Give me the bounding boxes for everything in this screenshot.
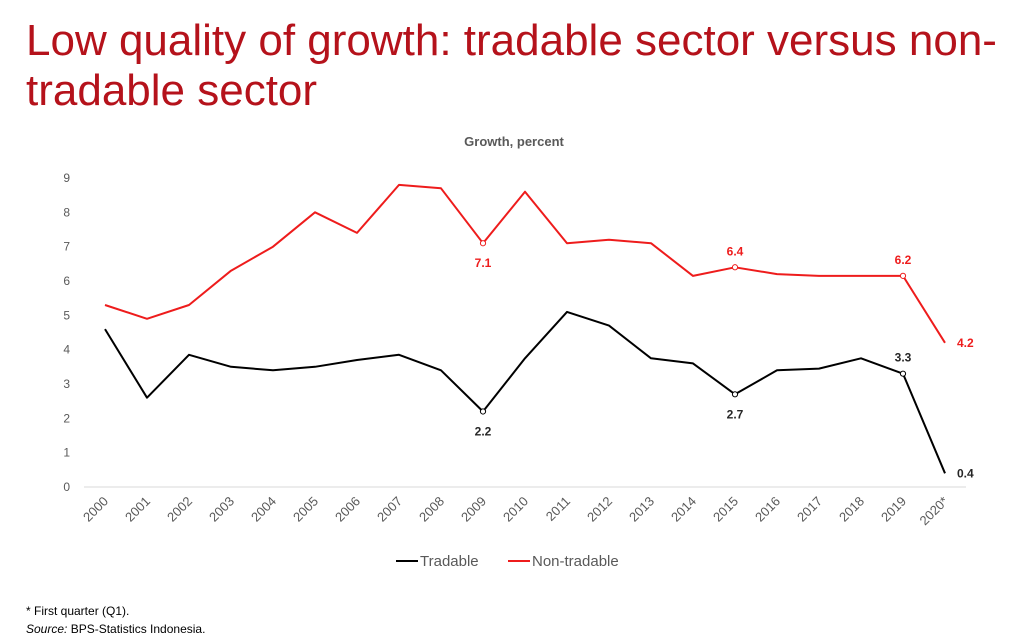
data-label: 4.2 (957, 336, 974, 350)
x-axis: 2000 2001 2002 2003 2004 2005 2006 2007 2008 2009… (80, 486, 966, 529)
x-tick-label: 2004 (248, 494, 279, 525)
y-tick-label: 0 (63, 480, 70, 494)
x-tick-label: 2000 (80, 494, 111, 525)
x-tick-label: 2003 (206, 494, 237, 525)
data-point-marker (899, 272, 907, 279)
x-tick-label: 2010 (500, 494, 531, 525)
y-tick-label: 7 (63, 240, 70, 254)
x-tick-label: 2013 (626, 494, 657, 525)
y-tick-label: 3 (63, 377, 70, 391)
data-point-marker (731, 264, 739, 271)
x-tick-label: 2006 (332, 494, 363, 525)
y-axis: 0 1 2 3 4 5 6 7 8 9 (63, 171, 70, 494)
x-tick-label: 2002 (164, 494, 195, 525)
y-tick-label: 9 (63, 171, 70, 185)
data-label: 2.2 (475, 424, 492, 438)
series-layer (104, 183, 946, 474)
x-tick-label: 2007 (374, 494, 405, 525)
source-text: BPS-Statistics Indonesia. (67, 622, 206, 636)
y-tick-label: 1 (63, 446, 70, 460)
data-label: 0.4 (957, 466, 974, 480)
x-tick-label: 2019 (878, 494, 909, 525)
x-tick-label: 2012 (584, 494, 615, 525)
x-tick-label: 2005 (290, 494, 321, 525)
series-line-tradable (104, 310, 946, 474)
x-tick-label: 2018 (836, 494, 867, 525)
x-tick-label: 2020* (916, 494, 951, 529)
x-tick-label: 2017 (794, 494, 825, 525)
data-label: 2.7 (727, 407, 744, 421)
y-tick-label: 5 (63, 308, 70, 322)
x-tick-label: 2014 (668, 494, 699, 525)
x-tick-label: 2009 (458, 494, 489, 525)
data-point-marker (731, 391, 739, 398)
y-tick-label: 4 (63, 343, 70, 357)
y-tick-label: 6 (63, 274, 70, 288)
series-line-non-tradable (104, 183, 946, 344)
x-tick-label: 2001 (122, 494, 153, 525)
data-point-marker (899, 370, 907, 377)
chart-title: Growth, percent (464, 134, 564, 149)
x-tick-label: 2015 (710, 494, 741, 525)
x-tick-label: 2008 (416, 494, 447, 525)
footnote-q1: * First quarter (Q1). (26, 604, 130, 618)
legend-label-tradable: Tradable (420, 553, 479, 570)
x-tick-label: 2016 (752, 494, 783, 525)
data-labels: 2.2 2.7 3.3 0.4 7.1 6.4 6.2 4.2 (475, 244, 974, 480)
data-label: 3.3 (895, 351, 912, 365)
y-tick-label: 8 (63, 205, 70, 219)
source-label: Source: (26, 622, 68, 636)
data-label: 6.4 (727, 244, 744, 258)
legend: Tradable Non-tradable (396, 553, 619, 570)
y-tick-label: 2 (63, 411, 70, 425)
data-point-marker (479, 240, 487, 247)
data-label: 7.1 (475, 256, 492, 270)
legend-label-non-tradable: Non-tradable (532, 553, 619, 570)
source-note: Source: BPS-Statistics Indonesia. (26, 622, 205, 636)
slide-title: Low quality of growth: tradable sector v… (26, 16, 997, 115)
x-tick-label: 2011 (543, 494, 573, 524)
data-label: 6.2 (895, 253, 912, 267)
data-point-marker (479, 408, 487, 415)
